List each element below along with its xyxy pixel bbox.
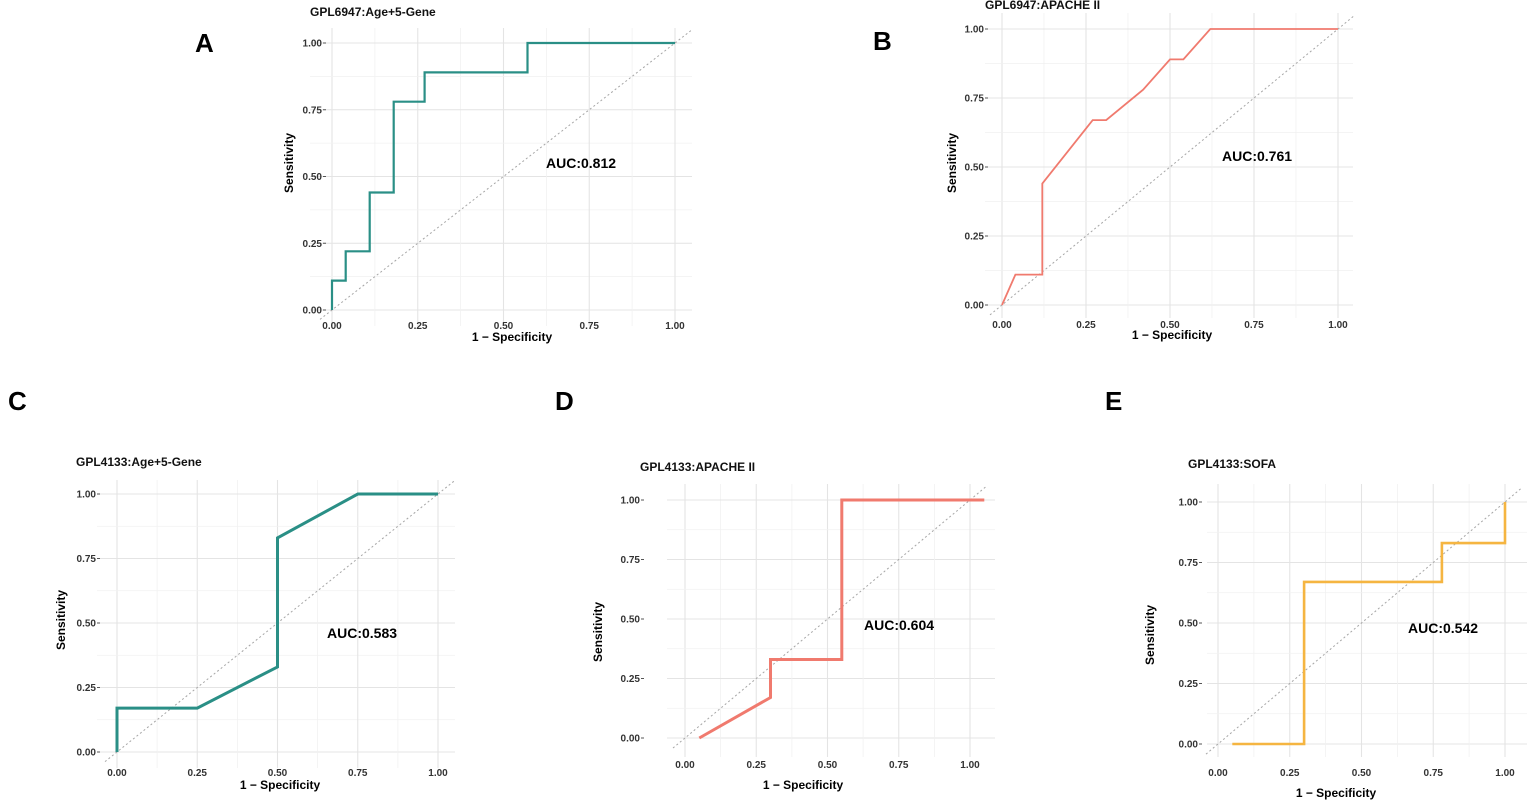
y-tick-label: 0.75 bbox=[77, 554, 97, 565]
x-axis-label: 1 − Specificity bbox=[1296, 786, 1377, 800]
y-tick-label: 0.00 bbox=[621, 734, 641, 745]
roc-curve-line bbox=[115, 492, 438, 752]
chart-title: GPL4133:Age+5-Gene bbox=[76, 455, 202, 469]
y-tick-label: 0.50 bbox=[621, 615, 641, 626]
x-tick-label: 0.75 bbox=[1424, 768, 1444, 779]
panel-b: 0.00 0.25 0.50 0.75 1.00 0.00 0.25 0.50 0.75 1.00… bbox=[873, 0, 1355, 342]
reference-diagonal-line bbox=[672, 486, 987, 749]
x-tick-label: 0.00 bbox=[992, 320, 1012, 331]
auc-annotation: AUC:0.604 bbox=[864, 617, 934, 633]
x-tick-label: 0.50 bbox=[818, 760, 838, 771]
x-tick-label: 0.50 bbox=[1160, 320, 1180, 331]
x-axis-label: 1 − Specificity bbox=[1132, 328, 1213, 342]
panel-a: 0.00 0.25 0.50 0.75 1.00 0.00 0.25 0.50 0.75 1.00… bbox=[195, 5, 692, 344]
auc-annotation: AUC:0.583 bbox=[327, 625, 397, 641]
auc-annotation: AUC:0.761 bbox=[1222, 148, 1292, 164]
plot-area bbox=[1207, 484, 1527, 757]
x-tick-label: 0.25 bbox=[1280, 768, 1300, 779]
y-tick-label: 1.00 bbox=[965, 25, 985, 36]
y-tick-label: 0.75 bbox=[1179, 558, 1199, 569]
panel-d: 0.00 0.25 0.50 0.75 1.00 0.00 0.25 0.50 0.75 1.00… bbox=[555, 386, 995, 792]
x-tick-label: 0.25 bbox=[188, 768, 208, 779]
chart-title: GPL6947:Age+5-Gene bbox=[310, 5, 436, 19]
y-tick-label: 0.25 bbox=[77, 683, 97, 694]
panel-letter: B bbox=[873, 26, 892, 56]
roc-curve-line bbox=[698, 498, 985, 740]
y-axis-label: Sensitivity bbox=[54, 590, 68, 650]
x-tick-label: 0.75 bbox=[889, 760, 909, 771]
y-tick-label: 1.00 bbox=[621, 496, 641, 507]
y-tick-label: 0.50 bbox=[965, 163, 985, 174]
y-tick-label: 0.25 bbox=[621, 674, 641, 685]
y-axis-label: Sensitivity bbox=[945, 133, 959, 193]
panel-letter: D bbox=[555, 386, 574, 416]
roc-curve-line bbox=[1232, 502, 1507, 746]
chart-title: GPL4133:APACHE II bbox=[640, 460, 755, 474]
panel-e: 0.00 0.25 0.50 0.75 1.00 0.00 0.25 0.50 0.75 1.00… bbox=[1105, 386, 1527, 800]
x-tick-label: 0.75 bbox=[1244, 320, 1264, 331]
reference-diagonal-line bbox=[989, 15, 1355, 316]
y-tick-label: 0.25 bbox=[303, 239, 323, 250]
y-tick-label: 0.00 bbox=[77, 748, 97, 759]
x-tick-label: 0.00 bbox=[675, 760, 695, 771]
x-tick-label: 0.00 bbox=[107, 768, 127, 779]
x-tick-label: 0.75 bbox=[580, 321, 600, 332]
y-tick-label: 0.00 bbox=[1179, 740, 1199, 751]
y-axis-label: Sensitivity bbox=[1143, 605, 1157, 665]
y-tick-label: 0.25 bbox=[965, 232, 985, 243]
y-axis-label: Sensitivity bbox=[591, 602, 605, 662]
y-tick-label: 1.00 bbox=[77, 490, 97, 501]
x-tick-label: 1.00 bbox=[1495, 768, 1515, 779]
x-tick-label: 0.25 bbox=[408, 321, 428, 332]
y-tick-label: 0.00 bbox=[965, 301, 985, 312]
y-tick-label: 1.00 bbox=[303, 39, 323, 50]
y-tick-label: 0.75 bbox=[965, 94, 985, 105]
plot-area bbox=[985, 13, 1353, 318]
panel-letter: A bbox=[195, 28, 214, 58]
y-tick-label: 0.50 bbox=[77, 619, 97, 630]
x-axis-label: 1 − Specificity bbox=[240, 778, 321, 792]
chart-title: GPL4133:SOFA bbox=[1188, 457, 1276, 471]
x-tick-label: 0.00 bbox=[322, 321, 342, 332]
y-tick-label: 0.50 bbox=[303, 172, 323, 183]
x-tick-label: 0.25 bbox=[1076, 320, 1096, 331]
x-tick-label: 1.00 bbox=[960, 760, 980, 771]
x-axis-label: 1 − Specificity bbox=[472, 330, 553, 344]
x-tick-label: 0.50 bbox=[494, 321, 514, 332]
y-tick-label: 0.75 bbox=[303, 105, 323, 116]
roc-curve-line bbox=[1001, 28, 1338, 306]
panel-letter: E bbox=[1105, 386, 1122, 416]
roc-curve-line bbox=[330, 41, 675, 310]
plot-area bbox=[667, 484, 995, 757]
reference-diagonal-line bbox=[319, 30, 692, 320]
y-tick-label: 0.00 bbox=[303, 306, 323, 317]
auc-annotation: AUC:0.812 bbox=[546, 155, 616, 171]
x-tick-label: 0.00 bbox=[1208, 768, 1228, 779]
x-tick-label: 0.75 bbox=[348, 768, 368, 779]
x-tick-label: 1.00 bbox=[665, 321, 685, 332]
reference-diagonal-line bbox=[1205, 488, 1522, 755]
y-tick-label: 0.25 bbox=[1179, 679, 1199, 690]
y-axis-label: Sensitivity bbox=[282, 133, 296, 193]
x-axis-label: 1 − Specificity bbox=[763, 778, 844, 792]
y-tick-label: 0.75 bbox=[621, 555, 641, 566]
x-tick-label: 0.25 bbox=[747, 760, 767, 771]
panel-c: 0.00 0.25 0.50 0.75 1.00 0.00 0.25 0.50 0.75 1.00… bbox=[8, 386, 455, 792]
panel-letter: C bbox=[8, 386, 27, 416]
y-tick-label: 1.00 bbox=[1179, 498, 1199, 509]
x-tick-label: 1.00 bbox=[428, 768, 448, 779]
chart-title: GPL6947:APACHE II bbox=[985, 0, 1100, 12]
x-tick-label: 1.00 bbox=[1328, 320, 1348, 331]
y-tick-label: 0.50 bbox=[1179, 619, 1199, 630]
x-tick-label: 0.50 bbox=[268, 768, 288, 779]
auc-annotation: AUC:0.542 bbox=[1408, 620, 1478, 636]
x-tick-label: 0.50 bbox=[1352, 768, 1372, 779]
